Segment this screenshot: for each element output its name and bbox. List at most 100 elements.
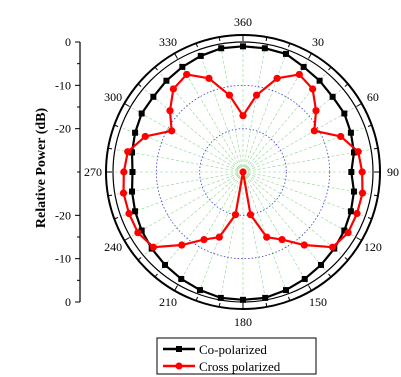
data-point <box>183 70 191 79</box>
angle-tick-mark <box>308 285 312 291</box>
angle-grid-line <box>177 59 244 173</box>
angle-tick-label: 360 <box>234 15 252 29</box>
angle-grid-line <box>242 127 366 173</box>
legend-marker-co-polarized <box>176 346 182 352</box>
radial-tick-label: -20 <box>55 122 71 136</box>
angle-tick-mark <box>367 217 372 220</box>
data-point <box>282 50 289 57</box>
data-point <box>166 107 174 115</box>
angle-tick-mark <box>356 237 362 241</box>
angle-tick-mark <box>373 194 379 197</box>
angle-grid-line <box>242 106 356 173</box>
data-point <box>263 233 271 241</box>
data-point <box>316 77 323 84</box>
angle-grid-line <box>242 171 343 256</box>
angle-grid-line <box>159 72 244 173</box>
data-point <box>218 45 225 52</box>
radial-tick-label: -10 <box>55 78 71 92</box>
angle-grid-line <box>242 171 288 295</box>
data-point <box>239 112 247 120</box>
angle-grid-line <box>220 43 244 173</box>
radial-tick-label: 0 <box>65 295 71 309</box>
data-point <box>162 261 169 268</box>
angle-tick-label: 330 <box>159 35 177 49</box>
radial-tick-label: -20 <box>55 208 71 222</box>
angle-tick-mark <box>328 66 332 71</box>
angle-tick-mark <box>344 257 349 261</box>
angle-grid-line <box>114 171 244 195</box>
angle-grid-line <box>242 72 327 173</box>
data-point <box>278 235 286 244</box>
angle-tick-label: 60 <box>367 90 379 104</box>
angle-grid-line <box>242 171 356 238</box>
angle-tick-mark <box>195 43 198 48</box>
series-layer <box>119 43 367 303</box>
angle-tick-mark <box>137 83 142 87</box>
data-point <box>169 85 177 93</box>
angle-grid-line <box>120 127 244 173</box>
angle-tick-label: 210 <box>159 295 177 309</box>
angle-grid-line <box>242 149 372 173</box>
data-point <box>138 110 145 117</box>
data-point <box>341 227 348 234</box>
data-point <box>309 85 317 93</box>
data-point <box>197 52 204 59</box>
data-point <box>149 243 157 251</box>
data-point <box>350 149 357 156</box>
angle-tick-mark <box>195 296 198 301</box>
angle-tick-mark <box>107 194 113 197</box>
angle-tick-mark <box>174 285 178 291</box>
data-point <box>129 149 136 156</box>
data-point <box>119 189 128 197</box>
legend-label-co-polarized: Co-polarized <box>199 342 267 357</box>
angle-grid-line <box>242 171 372 195</box>
angle-tick-mark <box>308 53 312 59</box>
angle-tick-label: 120 <box>364 240 382 254</box>
data-point <box>240 296 246 303</box>
angle-tick-label: 150 <box>309 295 327 309</box>
angle-grid-line <box>143 171 244 256</box>
data-point <box>129 188 136 195</box>
radial-grid-circle <box>199 128 287 216</box>
data-point <box>300 63 307 70</box>
radial-tick-label: 0 <box>65 35 71 49</box>
angle-tick-mark <box>114 124 119 127</box>
angle-tick-mark <box>174 53 178 59</box>
radial-tick-label: -10 <box>55 252 71 266</box>
data-point <box>354 148 362 156</box>
angle-tick-mark <box>265 36 268 42</box>
angle-tick-mark <box>288 43 291 48</box>
data-point <box>239 168 247 176</box>
angle-tick-label: 180 <box>234 315 252 329</box>
legend-label-cross-polarized: Cross polarized <box>199 359 281 374</box>
data-point <box>141 132 149 141</box>
angle-grid-line <box>130 171 244 238</box>
angle-tick-mark <box>356 103 362 107</box>
angle-grid-line <box>143 88 244 173</box>
data-point <box>168 127 176 135</box>
y-axis-label: Relative Power (dB) <box>34 108 49 229</box>
data-point <box>358 168 366 176</box>
angle-tick-mark <box>114 217 119 220</box>
angle-tick-label: 90 <box>387 165 399 179</box>
data-point <box>215 233 223 241</box>
data-point <box>312 107 320 115</box>
angle-tick-mark <box>265 302 268 308</box>
data-point <box>132 129 139 136</box>
radial-grid-circle <box>155 84 331 260</box>
angle-grid-line <box>242 171 366 217</box>
data-point <box>205 74 213 82</box>
data-point <box>178 275 185 282</box>
angle-tick-mark <box>137 257 142 261</box>
angle-tick-mark <box>124 237 130 241</box>
angle-tick-label: 270 <box>84 165 102 179</box>
data-point <box>163 77 170 84</box>
data-point <box>197 287 204 294</box>
data-point <box>217 294 224 301</box>
angle-tick-mark <box>107 147 113 150</box>
data-point <box>353 209 361 218</box>
angle-tick-label: 240 <box>104 240 122 254</box>
data-point <box>262 294 269 301</box>
data-point <box>347 129 354 136</box>
